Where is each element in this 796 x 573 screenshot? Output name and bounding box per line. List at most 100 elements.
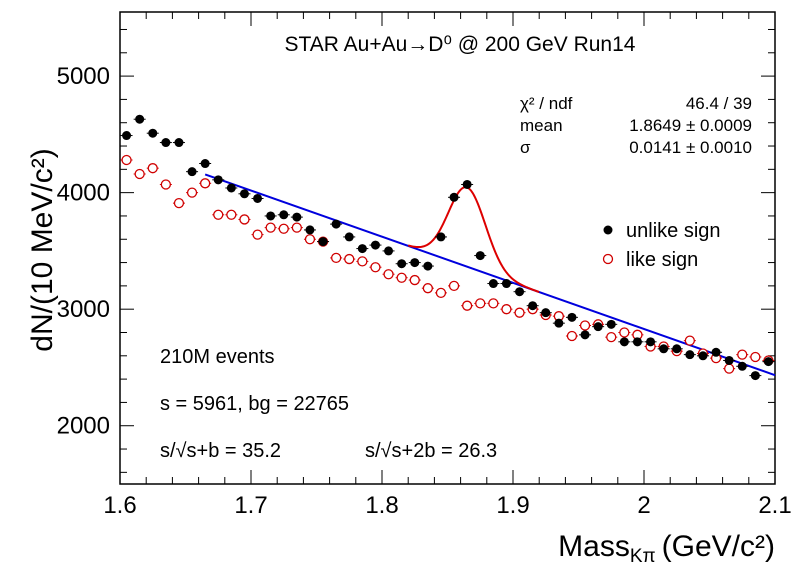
annotation-counts: s = 5961, bg = 22765 [160, 393, 349, 415]
legend-like-label: like sign [626, 249, 698, 271]
unlike-sign-point [305, 225, 315, 235]
unlike-sign-point [331, 219, 341, 229]
unlike-sign-point [724, 355, 734, 365]
like-sign-point [173, 197, 185, 209]
like-sign-point [330, 252, 342, 264]
like-sign-point [461, 300, 473, 311]
unlike-sign-point [384, 246, 394, 256]
signal-fit-curve [407, 186, 540, 293]
like-sign-point [160, 179, 172, 190]
annotation-events: 210M events [160, 346, 275, 368]
legend-unlike-label: unlike sign [626, 220, 721, 242]
x-tick-label: 1.7 [234, 492, 267, 519]
like-sign-point [579, 320, 591, 331]
x-axis-title-unit: (GeV/c²) [662, 530, 775, 563]
x-tick-labels: 1.6 1.7 1.8 1.9 2 2.1 [103, 492, 791, 519]
y-tick-label: 5000 [57, 63, 110, 90]
unlike-sign-point [122, 131, 132, 141]
unlike-sign-point [672, 344, 682, 354]
like-sign-point [606, 332, 617, 343]
background-fit-line [204, 173, 776, 377]
y-tick-label: 3000 [57, 296, 110, 323]
like-sign-point [684, 335, 695, 346]
like-sign-point [383, 269, 394, 280]
unlike-sign-point [135, 114, 145, 124]
y-tick-labels: 2000 3000 4000 5000 [57, 63, 110, 440]
like-sign-point [619, 327, 630, 338]
unlike-sign-point [685, 350, 695, 360]
unlike-sign-point [501, 279, 511, 289]
like-sign-point [488, 298, 499, 309]
unlike-sign-point [161, 138, 171, 148]
y-tick-label: 2000 [57, 413, 110, 440]
unlike-sign-point [750, 371, 760, 381]
like-sign-point [566, 330, 578, 342]
like-sign-point [199, 178, 211, 189]
like-sign-point [750, 351, 761, 363]
axis-ticks [119, 12, 776, 484]
x-tick-label: 2.1 [758, 492, 791, 519]
like-sign-point [265, 222, 276, 233]
like-sign-point [344, 253, 355, 265]
x-axis-title-sub: Kπ [630, 546, 656, 567]
unlike-sign-point [292, 212, 302, 222]
unlike-sign-point [357, 244, 367, 254]
unlike-sign-point [711, 347, 721, 357]
like-sign-point [357, 256, 368, 267]
legend-like-marker [602, 253, 614, 265]
like-sign-point [304, 234, 316, 245]
unlike-sign-point [370, 240, 380, 250]
unlike-sign-point [410, 258, 420, 268]
unlike-sign-point [475, 251, 485, 261]
unlike-sign-point [698, 351, 708, 361]
unlike-sign-point [266, 211, 276, 221]
unlike-sign-point [646, 337, 656, 347]
plot-frame [119, 11, 776, 485]
like-sign-point [396, 272, 407, 283]
unlike-sign-point [436, 232, 446, 242]
unlike-sign-point [619, 337, 629, 347]
like-sign-point [514, 307, 525, 318]
stat-chi2-value: 46.4 / 39 [686, 94, 752, 113]
x-tick-label: 1.6 [103, 492, 136, 519]
unlike-sign-point [593, 322, 603, 332]
unlike-sign-point [200, 159, 210, 169]
unlike-sign-point [488, 279, 498, 289]
unlike-sign-point [567, 312, 577, 322]
unlike-sign-point [659, 344, 669, 354]
stat-mean-value: 1.8649 ± 0.0009 [629, 116, 752, 135]
like-sign-point [226, 209, 237, 220]
unlike-sign-point [541, 308, 551, 318]
like-sign-point [213, 209, 224, 220]
unlike-sign-point [763, 357, 773, 367]
like-sign-point [278, 223, 289, 234]
unlike-sign-point [239, 189, 249, 199]
x-axis-title: MassKπ (GeV/c²) [558, 530, 775, 567]
annotation-significance-2: s/√s+2b = 26.3 [365, 440, 497, 462]
data-points [120, 114, 775, 381]
like-sign-point [475, 298, 486, 309]
unlike-sign-point [213, 175, 223, 185]
unlike-sign-point [397, 259, 407, 269]
unlike-sign-point [423, 261, 433, 271]
like-sign-point [186, 187, 198, 198]
like-sign-point [121, 154, 132, 166]
legend-unlike-marker [603, 225, 613, 235]
unlike-sign-point [279, 210, 289, 220]
unlike-sign-point [187, 167, 197, 177]
chart-title: STAR Au+Au→D⁰ @ 200 GeV Run14 [285, 33, 636, 56]
like-sign-point [409, 274, 420, 286]
unlike-sign-point [462, 179, 472, 189]
unlike-sign-point [632, 337, 642, 347]
fit-curves [204, 173, 776, 377]
stat-chi2-label: χ² / ndf [520, 94, 573, 113]
like-sign-point [370, 262, 381, 273]
unlike-sign-point [554, 318, 564, 328]
unlike-sign-point [174, 138, 184, 148]
like-sign-point [501, 304, 512, 315]
like-sign-point [291, 222, 303, 233]
like-sign-point [252, 229, 263, 240]
stat-mean-label: mean [520, 116, 563, 135]
annotation-significance-1: s/√s+b = 35.2 [160, 440, 281, 462]
